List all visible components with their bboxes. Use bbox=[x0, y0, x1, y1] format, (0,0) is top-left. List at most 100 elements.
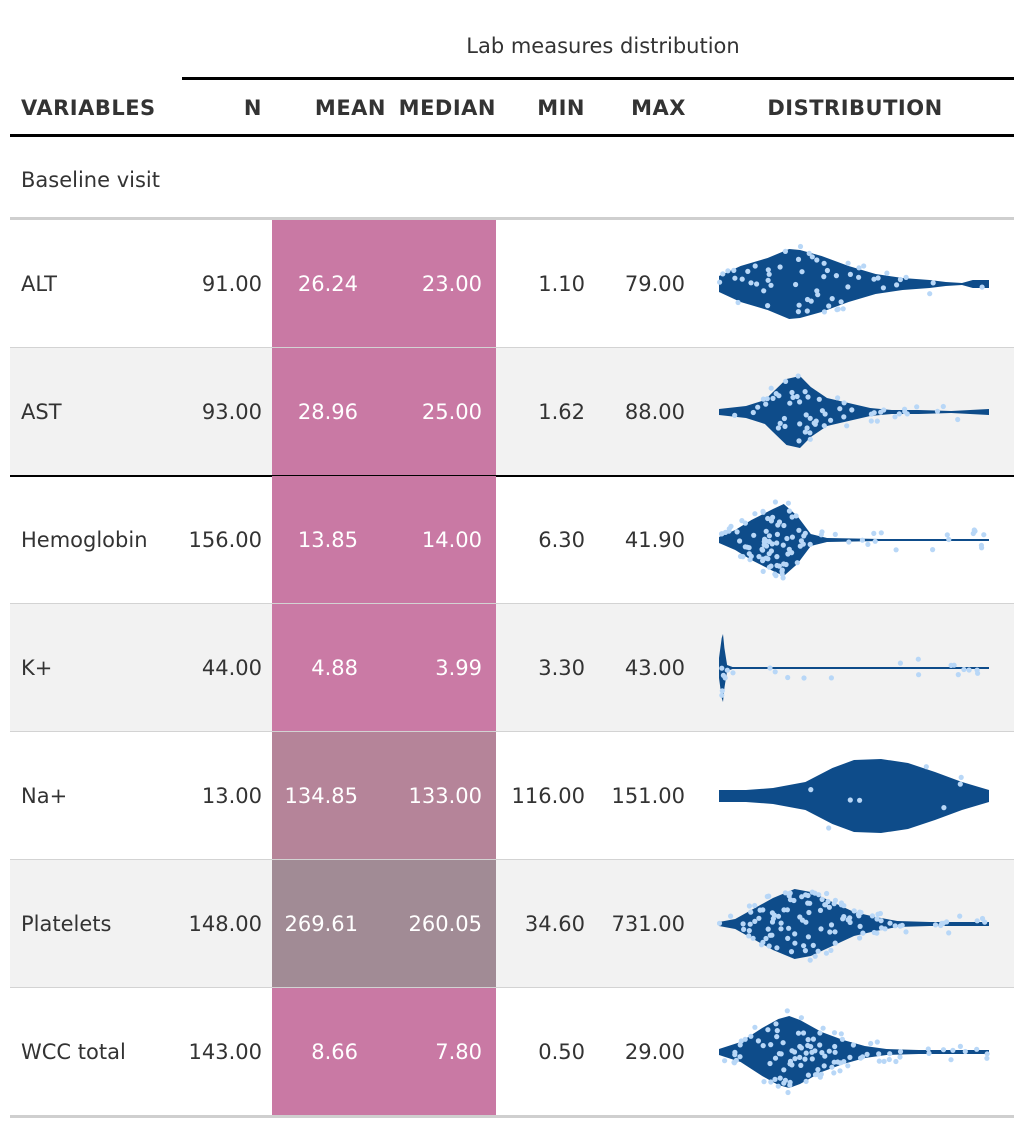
data-point bbox=[894, 281, 900, 287]
data-point bbox=[865, 541, 871, 547]
data-point bbox=[808, 786, 814, 792]
data-point bbox=[774, 1027, 780, 1033]
data-point bbox=[849, 406, 855, 412]
data-point bbox=[812, 890, 818, 896]
median-cell: 25.00 bbox=[384, 348, 496, 475]
data-point bbox=[802, 388, 808, 394]
data-point bbox=[766, 942, 772, 949]
data-point bbox=[768, 1041, 774, 1047]
data-point bbox=[752, 1024, 758, 1030]
data-point bbox=[732, 412, 738, 418]
violin-shape bbox=[719, 375, 989, 448]
data-point bbox=[824, 890, 830, 896]
data-point bbox=[955, 416, 961, 422]
data-point bbox=[826, 824, 832, 831]
data-point bbox=[772, 668, 778, 674]
variable-cell: Na+ bbox=[21, 783, 68, 808]
data-point bbox=[724, 667, 730, 673]
data-point bbox=[795, 256, 802, 262]
data-point bbox=[948, 1056, 954, 1062]
row-divider bbox=[10, 987, 1014, 988]
table-bottom-rule bbox=[10, 1115, 1014, 1118]
violin-shape bbox=[719, 248, 989, 319]
data-point bbox=[951, 662, 957, 668]
data-point bbox=[766, 538, 772, 544]
data-point bbox=[903, 928, 909, 934]
data-point bbox=[750, 409, 756, 415]
spanner-title: Lab measures distribution bbox=[466, 34, 740, 58]
header-distribution: DISTRIBUTION bbox=[767, 96, 943, 120]
data-point bbox=[840, 305, 846, 311]
data-point bbox=[966, 666, 972, 673]
data-point bbox=[742, 1036, 748, 1042]
data-point bbox=[939, 920, 945, 926]
data-point bbox=[818, 531, 824, 537]
data-point bbox=[832, 940, 838, 946]
data-point bbox=[828, 417, 834, 423]
data-point bbox=[847, 919, 853, 925]
data-point bbox=[804, 424, 810, 431]
data-point bbox=[801, 942, 807, 948]
data-point bbox=[785, 550, 791, 557]
data-point bbox=[832, 1049, 838, 1055]
data-point bbox=[781, 415, 787, 421]
n-cell: 91.00 bbox=[201, 271, 262, 296]
distribution-cell bbox=[710, 476, 1000, 603]
n-cell: 44.00 bbox=[201, 655, 262, 680]
median-cell-value: 260.05 bbox=[408, 911, 482, 936]
distribution-cell bbox=[710, 860, 1000, 987]
data-point bbox=[798, 537, 804, 543]
data-point bbox=[807, 436, 813, 442]
data-point bbox=[780, 542, 786, 548]
data-point bbox=[780, 1039, 786, 1045]
data-point bbox=[800, 1029, 807, 1036]
data-point bbox=[828, 921, 835, 927]
data-point bbox=[847, 914, 853, 920]
data-point bbox=[837, 405, 843, 411]
data-point bbox=[755, 1037, 761, 1043]
data-point bbox=[748, 279, 754, 285]
data-point bbox=[719, 692, 725, 698]
data-point bbox=[794, 559, 800, 565]
data-point bbox=[839, 1036, 845, 1042]
data-point bbox=[896, 410, 902, 416]
mean-cell: 13.85 bbox=[272, 476, 384, 603]
data-point bbox=[796, 527, 802, 533]
data-point bbox=[957, 1043, 963, 1049]
data-point bbox=[785, 1089, 791, 1095]
data-point bbox=[732, 1051, 738, 1057]
data-point bbox=[803, 411, 809, 417]
max-cell: 43.00 bbox=[624, 655, 685, 680]
data-point bbox=[774, 562, 780, 568]
mean-cell: 4.88 bbox=[272, 604, 384, 731]
data-point bbox=[722, 1057, 728, 1063]
max-cell: 79.00 bbox=[624, 271, 685, 296]
data-point bbox=[846, 538, 852, 545]
data-point bbox=[754, 280, 760, 287]
data-point bbox=[792, 930, 798, 936]
data-point bbox=[887, 920, 893, 926]
data-point bbox=[871, 276, 877, 282]
data-point bbox=[811, 419, 817, 426]
data-point bbox=[751, 532, 757, 538]
variable-cell: Platelets bbox=[21, 911, 112, 936]
data-point bbox=[874, 915, 880, 922]
data-point bbox=[787, 896, 794, 902]
median-cell: 3.99 bbox=[384, 604, 496, 731]
data-point bbox=[841, 902, 847, 908]
data-point bbox=[819, 896, 825, 902]
data-point bbox=[874, 930, 880, 936]
distribution-cell bbox=[710, 988, 1000, 1115]
data-point bbox=[775, 521, 781, 528]
data-point bbox=[856, 274, 862, 280]
table-row: AST 93.00 28.96 25.00 1.62 88.00 bbox=[10, 348, 1014, 475]
data-point bbox=[847, 796, 853, 803]
data-point bbox=[868, 417, 874, 424]
mean-cell-value: 134.85 bbox=[284, 783, 358, 808]
data-point bbox=[812, 1071, 819, 1077]
data-point bbox=[760, 568, 766, 574]
data-point bbox=[767, 1060, 773, 1066]
row-divider bbox=[10, 603, 1014, 604]
data-point bbox=[940, 403, 946, 409]
data-point bbox=[984, 1055, 990, 1061]
